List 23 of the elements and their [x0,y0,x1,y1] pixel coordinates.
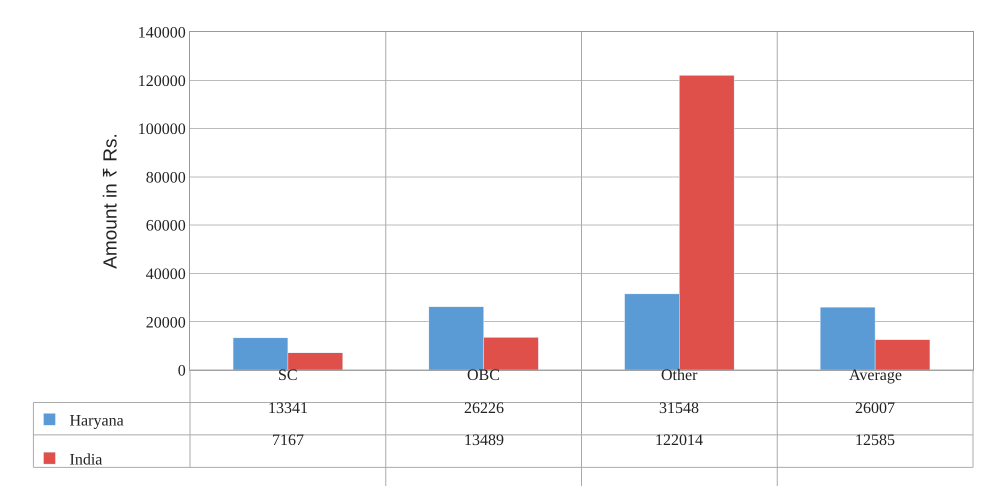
data-label: 26007 [855,400,895,417]
x-tick-label: Average [849,367,902,384]
x-tick-label: SC [278,367,298,384]
data-label: 7167 [272,432,304,449]
y-tick-label: 0 [178,362,186,380]
data-label: 13489 [464,432,504,449]
legend-label: Haryana [69,412,124,430]
legend-label: India [69,451,102,468]
y-tick-label: 40000 [146,266,186,284]
data-label: 122014 [655,432,703,449]
y-tick-label: 140000 [138,24,186,42]
y-tick-label: 60000 [146,218,186,235]
x-tick-label: Other [661,367,698,384]
data-label: 12585 [855,432,895,449]
data-label: 31548 [659,400,699,417]
y-tick-label: 100000 [138,121,186,138]
data-label: 26226 [464,400,504,417]
y-tick-label: 80000 [146,169,186,186]
data-label: 13341 [268,400,308,417]
y-tick-label: 20000 [146,314,186,332]
x-tick-label: OBC [467,367,500,384]
y-axis-title: Amount in ₹ Rs. [100,133,122,269]
y-tick-label: 120000 [138,72,186,90]
